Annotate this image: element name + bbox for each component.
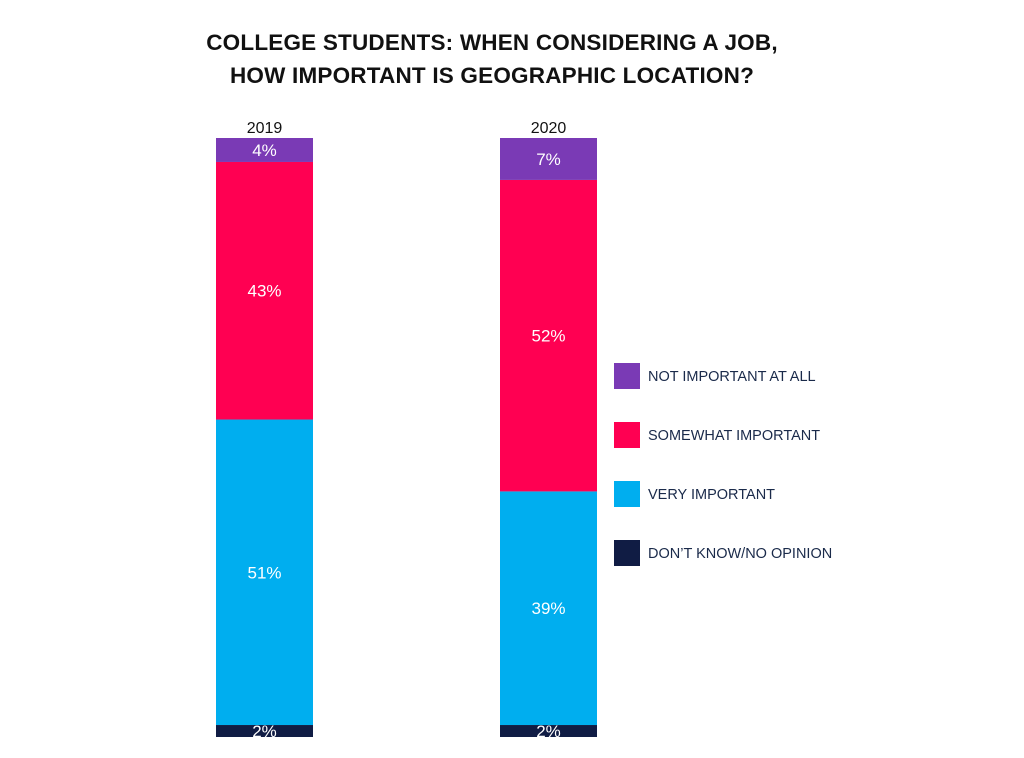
data-label-somewhat-important-2020: 52% [531,327,565,346]
category-label-2020: 2020 [531,120,567,137]
legend-swatch-not-important [614,363,640,389]
legend-label-somewhat-important: SOMEWHAT IMPORTANT [648,428,820,444]
bar-segment-very-important-2019 [216,419,313,726]
data-label-not-important-2020: 7% [536,150,561,169]
legend-item-not-important: NOT IMPORTANT AT ALL [614,363,816,389]
legend-item-dont-know: DON’T KNOW/NO OPINION [614,540,832,566]
category-label-2019: 2019 [247,120,283,137]
bar-segment-not-important-2019 [216,138,313,162]
data-label-very-important-2019: 51% [247,563,281,582]
data-label-very-important-2020: 39% [531,599,565,618]
bar-segment-dont-know-2019 [216,725,313,737]
legend-item-somewhat-important: SOMEWHAT IMPORTANT [614,422,820,448]
legend-label-very-important: VERY IMPORTANT [648,487,775,503]
legend-item-very-important: VERY IMPORTANT [614,481,775,507]
bar-segment-very-important-2020 [500,491,597,726]
bar-segment-not-important-2020 [500,138,597,180]
chart-title: COLLEGE STUDENTS: WHEN CONSIDERING A JOB… [0,26,984,92]
bar-segment-somewhat-important-2020 [500,179,597,492]
data-label-dont-know-2019: 2% [252,722,277,741]
bar-segment-dont-know-2020 [500,725,597,737]
legend-label-dont-know: DON’T KNOW/NO OPINION [648,546,832,562]
chart-title-line-2: HOW IMPORTANT IS GEOGRAPHIC LOCATION? [229,63,755,88]
chart-title-line-1: COLLEGE STUDENTS: WHEN CONSIDERING A JOB… [206,30,778,55]
bar-segment-somewhat-important-2019 [216,161,313,420]
legend-swatch-dont-know [614,540,640,566]
data-label-dont-know-2020: 2% [536,722,561,741]
legend-swatch-very-important [614,481,640,507]
legend-label-not-important: NOT IMPORTANT AT ALL [648,369,816,385]
data-label-somewhat-important-2019: 43% [247,282,281,301]
legend-swatch-somewhat-important [614,422,640,448]
data-label-not-important-2019: 4% [252,141,277,160]
